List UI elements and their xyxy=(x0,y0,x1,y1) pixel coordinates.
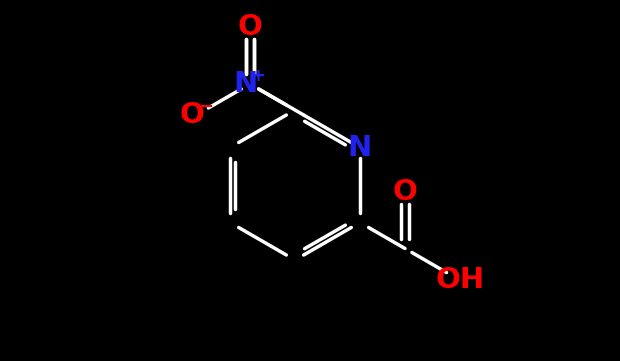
Text: O: O xyxy=(237,13,262,41)
Text: O: O xyxy=(392,178,417,205)
Text: N: N xyxy=(234,70,258,98)
Text: N: N xyxy=(348,134,372,161)
Text: O: O xyxy=(180,101,205,129)
Text: +: + xyxy=(250,67,265,85)
Text: −: − xyxy=(198,98,213,116)
Text: OH: OH xyxy=(436,266,485,295)
